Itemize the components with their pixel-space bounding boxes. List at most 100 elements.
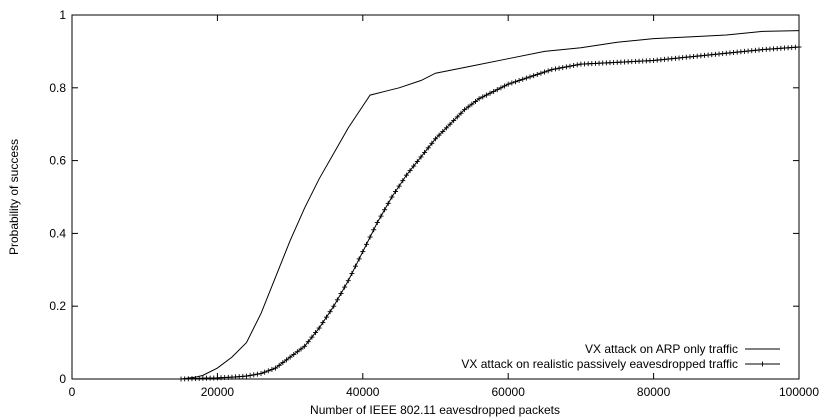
series-marker xyxy=(429,140,435,146)
series-marker xyxy=(480,94,486,100)
series-line-0 xyxy=(180,30,800,380)
series-marker xyxy=(407,168,413,174)
series-marker xyxy=(298,346,304,352)
series-marker xyxy=(465,104,471,110)
series-marker xyxy=(454,114,460,120)
x-axis-ticks: 0 20000 40000 60000 80000 100000 xyxy=(69,15,819,399)
series-marker xyxy=(571,63,577,69)
series-marker xyxy=(243,373,249,379)
series-marker xyxy=(433,136,438,142)
legend-label-realistic: VX attack on realistic passively eavesdr… xyxy=(461,357,738,371)
series-marker xyxy=(371,227,377,233)
y-tick-label: 0 xyxy=(59,372,66,386)
series-marker xyxy=(545,68,551,74)
series-marker xyxy=(396,183,402,189)
legend-swatch-realistic xyxy=(745,361,780,367)
legend-swatch-marker xyxy=(760,361,765,367)
series-marker xyxy=(560,65,566,71)
series-marker xyxy=(363,241,369,247)
series-marker xyxy=(469,101,475,107)
series-marker xyxy=(265,368,271,374)
series-marker xyxy=(280,360,286,366)
series-marker xyxy=(313,330,319,336)
series-marker xyxy=(418,154,424,160)
series-marker xyxy=(247,372,253,378)
series-marker xyxy=(483,92,489,98)
y-tick-label: 0.4 xyxy=(49,226,66,240)
series-marker xyxy=(342,284,348,290)
x-tick-label: 60000 xyxy=(492,385,526,399)
series-marker xyxy=(367,234,373,240)
series-marker xyxy=(527,74,533,80)
x-tick-label: 40000 xyxy=(346,385,380,399)
series-marker xyxy=(523,75,529,81)
series-marker xyxy=(291,351,297,357)
series-marker xyxy=(382,207,388,213)
series-marker xyxy=(563,64,569,70)
x-tick-label: 80000 xyxy=(637,385,671,399)
series-marker xyxy=(538,70,544,76)
series-marker xyxy=(389,194,395,200)
series-marker xyxy=(302,343,308,349)
series-marker xyxy=(378,213,384,219)
series-marker xyxy=(353,263,359,269)
series-marker xyxy=(323,314,329,320)
series-marker xyxy=(549,67,555,73)
x-tick-label: 20000 xyxy=(201,385,235,399)
series-marker xyxy=(262,369,268,375)
series-marker xyxy=(556,65,562,71)
series-marker xyxy=(422,149,428,155)
series-marker xyxy=(338,290,344,296)
series-marker xyxy=(320,320,326,326)
series-marker xyxy=(512,79,518,85)
series-marker xyxy=(269,366,275,372)
series-marker xyxy=(505,81,511,87)
x-axis-label: Number of IEEE 802.11 eavesdropped packe… xyxy=(310,403,560,417)
series-marker xyxy=(276,362,282,368)
series-marker xyxy=(393,189,399,195)
series-marker xyxy=(309,334,315,340)
series-marker xyxy=(502,83,508,89)
series-marker xyxy=(498,85,504,91)
series-marker xyxy=(283,357,289,363)
legend: VX attack on ARP only traffic VX attack … xyxy=(461,342,780,371)
plot-frame xyxy=(71,14,800,380)
series-marker xyxy=(458,110,464,116)
series-marker xyxy=(360,249,366,255)
y-axis-label: Probability of success xyxy=(7,139,21,255)
series-marker xyxy=(345,278,351,284)
series-marker xyxy=(436,132,442,138)
series-marker xyxy=(476,96,482,102)
series-marker xyxy=(491,88,497,94)
y-tick-label: 0.8 xyxy=(49,81,66,95)
y-axis-ticks: 0 0.2 0.4 0.6 0.8 1 xyxy=(49,8,799,386)
series-marker xyxy=(331,303,337,309)
x-tick-label: 0 xyxy=(69,385,76,399)
series-markers-1 xyxy=(178,44,802,382)
series-marker xyxy=(494,87,500,93)
series-marker xyxy=(400,178,406,184)
series-marker xyxy=(531,73,537,79)
series-layer xyxy=(178,30,802,382)
series-marker xyxy=(374,219,380,225)
series-marker xyxy=(542,69,548,75)
y-tick-label: 1 xyxy=(59,8,66,22)
series-marker xyxy=(356,256,362,262)
series-marker xyxy=(447,121,453,127)
series-marker xyxy=(472,98,478,104)
series-line-1 xyxy=(181,46,800,380)
legend-label-arp: VX attack on ARP only traffic xyxy=(585,342,738,356)
y-tick-label: 0.6 xyxy=(49,154,66,168)
series-marker xyxy=(487,90,493,96)
series-marker xyxy=(462,107,468,113)
series-marker xyxy=(254,371,260,377)
series-marker xyxy=(796,44,802,50)
series-marker xyxy=(440,128,446,134)
series-marker xyxy=(316,325,322,331)
series-marker xyxy=(509,80,515,86)
series-marker xyxy=(403,172,409,178)
series-marker xyxy=(516,78,522,84)
y-tick-label: 0.2 xyxy=(49,299,66,313)
series-marker xyxy=(411,163,417,169)
